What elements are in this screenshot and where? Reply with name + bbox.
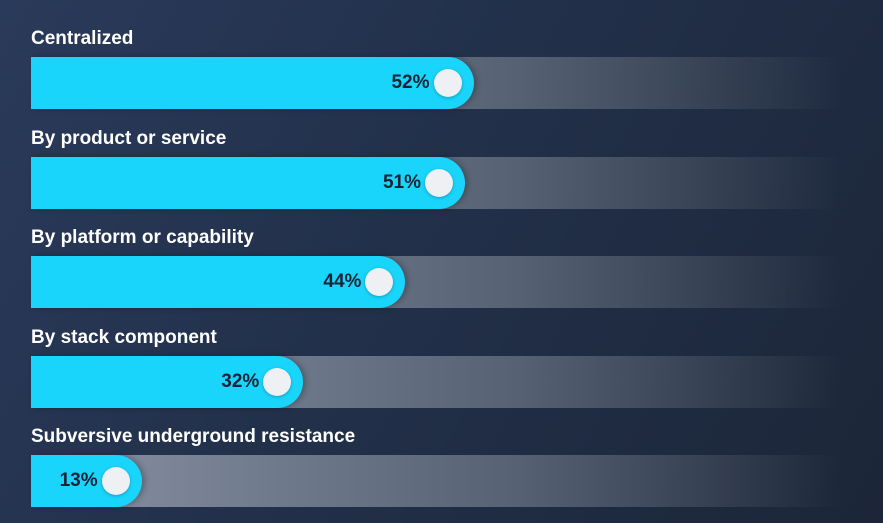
bar-end-knob [433, 69, 462, 97]
category-label: By product or service [31, 127, 227, 149]
data-label: 32% [221, 370, 260, 392]
category-label: By platform or capability [31, 227, 254, 248]
data-label: 44% [323, 271, 362, 292]
bar: 52% [31, 57, 474, 109]
bar: 13% [31, 455, 142, 507]
bar-end-knob [263, 367, 292, 396]
bar-track: 13% [31, 455, 841, 507]
bar-end-knob [365, 268, 394, 296]
bar-end-knob [425, 168, 453, 197]
data-label: 51% [382, 171, 421, 193]
bar-track: 32% [31, 355, 841, 408]
category-label: Centralized [31, 28, 134, 49]
category-label: By stack component [31, 326, 217, 348]
bar: 51% [31, 156, 465, 209]
category-label: Subversive underground resistance [31, 426, 356, 447]
data-label: 52% [391, 72, 430, 93]
bar: 44% [31, 256, 406, 308]
bar: 32% [31, 355, 304, 408]
bar-track: 51% [31, 156, 841, 209]
data-label: 13% [59, 470, 98, 491]
bar-track: 52% [31, 57, 841, 109]
bar-track: 44% [31, 256, 841, 308]
bar-end-knob [101, 467, 130, 495]
